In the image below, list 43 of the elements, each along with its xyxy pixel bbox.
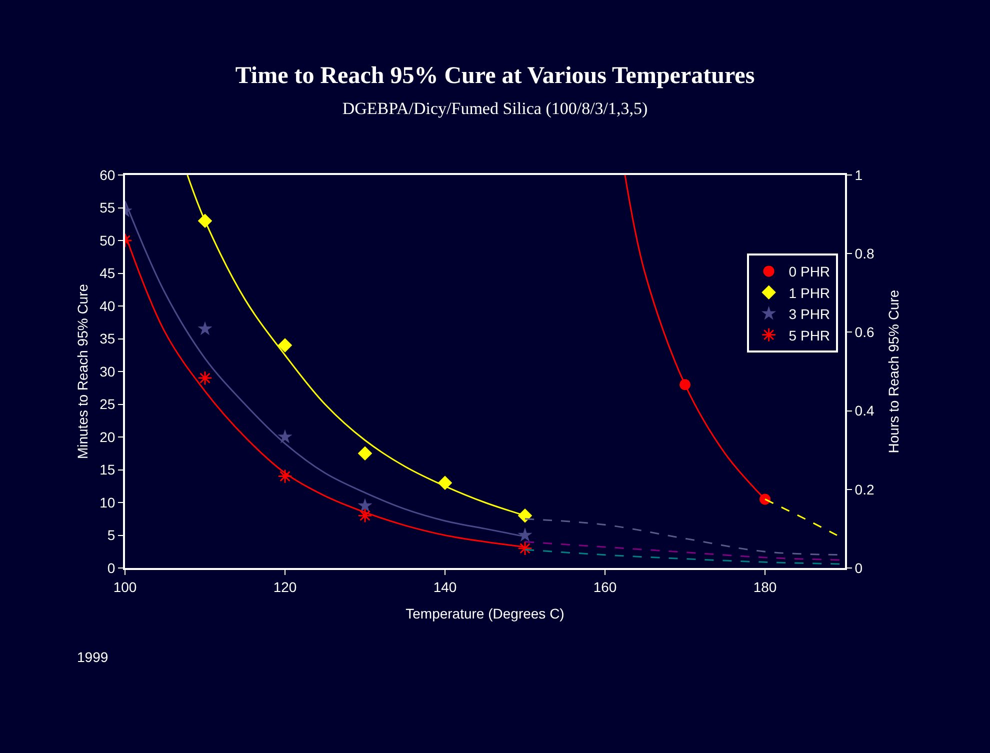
y2-tick-label: 0.6 — [854, 324, 874, 340]
y-tick-label: 35 — [100, 330, 116, 347]
y-tick-label: 25 — [100, 396, 116, 412]
y-tick-label: 45 — [100, 265, 116, 282]
legend-label: 1 PHR — [788, 284, 830, 301]
y-tick-label: 55 — [100, 200, 116, 216]
y-tick-label: 60 — [100, 166, 116, 183]
point — [198, 321, 212, 336]
y2-axis-title: Hours to Reach 95% Cure — [885, 290, 902, 454]
x-tick-label: 120 — [273, 578, 297, 595]
x-axis-title: Temperature (Degrees C) — [406, 606, 564, 622]
legend-label: 3 PHR — [788, 306, 830, 322]
y2-tick-label: 0.2 — [854, 481, 874, 498]
point — [358, 498, 372, 512]
y2-tick-label: 1 — [854, 166, 863, 183]
y-tick-label: 20 — [100, 428, 116, 445]
y-axis-title: Minutes to Reach 95% Cure — [74, 284, 91, 460]
y-tick-label: 15 — [100, 462, 116, 478]
point — [278, 468, 292, 484]
x-tick-label: 140 — [433, 578, 457, 595]
legend-label: 0 PHR — [788, 264, 830, 280]
x-tick-label: 160 — [593, 578, 617, 595]
text: 1999 — [77, 649, 108, 665]
point — [358, 446, 372, 461]
y-tick-label: 30 — [100, 363, 116, 380]
y-tick-label: 50 — [100, 232, 116, 248]
y2-tick-label: 0.8 — [854, 246, 874, 262]
y-tick-label: 40 — [100, 298, 116, 314]
y-tick-label: 5 — [107, 527, 116, 544]
point — [278, 429, 292, 444]
chart-title: Time to Reach 95% Cure at Various Temperatures — [235, 62, 755, 89]
y-tick-label: 10 — [100, 494, 116, 510]
point — [518, 541, 532, 556]
point — [278, 338, 292, 352]
x-tick-label: 180 — [753, 578, 777, 595]
point — [198, 370, 212, 386]
point — [358, 508, 372, 523]
x-tick-label: 100 — [113, 578, 137, 595]
y2-tick-label: 0 — [854, 560, 863, 576]
y-tick-label: 0 — [107, 560, 116, 576]
legend-label: 5 PHR — [788, 327, 830, 344]
chart-subtitle: DGEBPA/Dicy/Fumed Silica (100/8/3/1,3,5) — [342, 99, 648, 118]
y2-tick-label: 0.4 — [854, 402, 874, 419]
